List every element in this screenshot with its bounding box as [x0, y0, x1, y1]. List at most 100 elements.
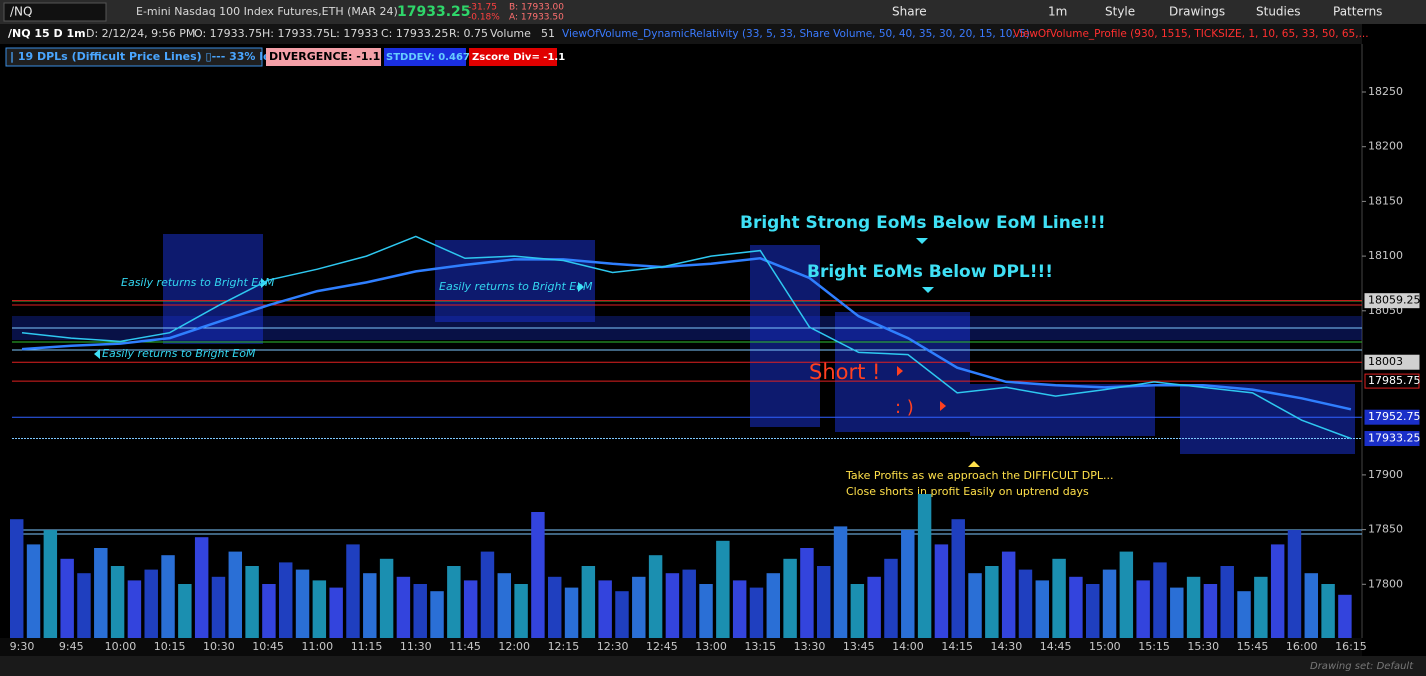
volume-bar: [10, 519, 24, 638]
chart-id: /NQ 15 D 1m: [8, 27, 86, 40]
volume-bar: [1153, 562, 1167, 638]
studies-button[interactable]: Studies: [1256, 5, 1301, 19]
volume-bar: [1321, 584, 1335, 638]
volume-bar: [178, 584, 192, 638]
volume-bar: [245, 566, 259, 638]
price-marker-box: [1364, 354, 1420, 370]
time-label: 14:30: [991, 640, 1023, 653]
ask: A: 17933.50: [509, 13, 564, 23]
description: E-mini Nasdaq 100 Index Futures,ETH (MAR…: [136, 5, 398, 18]
volume-bar: [514, 584, 528, 638]
volume-bar: [413, 584, 427, 638]
volume-bar: [430, 591, 444, 638]
volume-bar: [110, 566, 125, 638]
label-box: [469, 48, 557, 66]
volume-bar: [60, 558, 74, 638]
volume-bar: [682, 569, 696, 638]
time-label: 10:00: [105, 640, 137, 653]
note: Take Profits as we approach the DIFFICUL…: [845, 469, 1113, 482]
volume-bar: [968, 573, 982, 638]
volume-bar: [615, 591, 629, 638]
volume-bar: [884, 558, 898, 638]
volume-bar: [43, 530, 58, 638]
volume-bar: [1102, 569, 1117, 638]
arrow: [94, 349, 100, 359]
date: D: 2/12/24, 9:56 PM: [86, 27, 195, 40]
volume-bar: [1035, 580, 1050, 638]
price-marker: 18003: [1368, 355, 1403, 368]
volume-bar: [951, 519, 965, 638]
volume-bar: [581, 566, 596, 638]
study-1[interactable]: ViewOfVolume_DynamicRelativity (33, 5, 3…: [562, 28, 1030, 40]
study-2[interactable]: ViewOfVolume_Profile (930, 1515, TICKSIZ…: [1013, 28, 1369, 40]
time-label: 14:45: [1040, 640, 1072, 653]
volume-bar: [783, 558, 797, 638]
price-marker-box: [1364, 373, 1420, 389]
timeframe-button[interactable]: 1m: [1048, 5, 1067, 19]
volume-bar: [867, 576, 881, 638]
price-marker-box: [1364, 431, 1420, 447]
share-button[interactable]: Share: [892, 5, 927, 19]
open: O: 17933.75: [194, 27, 262, 40]
last-price: 17933.25: [397, 4, 471, 20]
arrow: [922, 287, 934, 293]
price-tick-label: 18200: [1368, 140, 1403, 153]
volume-bar: [94, 548, 108, 638]
volume-bar: [1119, 551, 1134, 638]
profile: [750, 245, 820, 427]
time-label: 10:30: [203, 640, 235, 653]
price-tick-label: 18100: [1368, 249, 1403, 262]
volume-bar: [463, 580, 478, 638]
arrow: [940, 401, 946, 411]
label-box: [266, 48, 381, 66]
price-tick-label: 18250: [1368, 85, 1403, 98]
smile-annotation: : ): [895, 397, 914, 418]
symbol[interactable]: /NQ: [10, 5, 32, 19]
arrow: [578, 282, 584, 292]
time-label: 11:45: [449, 640, 481, 653]
time-axis: [0, 638, 1362, 656]
headline: Bright Strong EoMs Below EoM Line!!!: [740, 213, 1106, 233]
drawings-button[interactable]: Drawings: [1169, 5, 1225, 19]
arrow: [916, 238, 928, 244]
symbol-box[interactable]: [3, 2, 107, 22]
bid: B: 17933.00: [509, 3, 564, 13]
volume-bar: [1086, 584, 1100, 638]
pct-change: -0.18%: [468, 13, 500, 23]
annotation: Easily returns to Bright EoM: [102, 347, 256, 360]
time-label: 12:45: [646, 640, 678, 653]
time-label: 11:30: [400, 640, 432, 653]
time-label: 12:15: [548, 640, 580, 653]
volume-bar: [1136, 580, 1150, 638]
volume-bar: [732, 580, 747, 638]
volume-bar: [665, 573, 680, 638]
volume-bar: [396, 576, 411, 638]
note: Close shorts in profit Easily on uptrend…: [846, 485, 1089, 498]
volume-bar: [480, 551, 495, 638]
time-label: 12:30: [597, 640, 629, 653]
volume-bar: [716, 540, 730, 638]
volume-bar: [346, 544, 360, 638]
volume-bar: [211, 576, 226, 638]
volume-profiles: [12, 234, 1362, 454]
toolbar: [0, 0, 1426, 24]
arrow: [968, 461, 980, 467]
style-button[interactable]: Style: [1105, 5, 1135, 19]
patterns-button[interactable]: Patterns: [1333, 5, 1382, 19]
profile: [835, 312, 970, 432]
short-annotation: Short !: [809, 360, 880, 384]
volume-bar: [497, 573, 512, 638]
volume-bar: [1254, 576, 1268, 638]
profile: [163, 234, 263, 344]
volume-bar: [1001, 551, 1016, 638]
headline: Bright EoMs Below DPL!!!: [807, 262, 1053, 282]
close: C: 17933.25: [381, 27, 448, 40]
volume-bar: [817, 566, 831, 638]
volume-bar: [379, 558, 394, 638]
volume-bar: [295, 569, 310, 638]
price-marker: 18059.25: [1368, 294, 1421, 307]
time-label: 11:15: [351, 640, 383, 653]
zscore-label: Zscore Div= -1.1: [472, 52, 565, 63]
drawing-set: Drawing set: Default: [1310, 661, 1414, 672]
